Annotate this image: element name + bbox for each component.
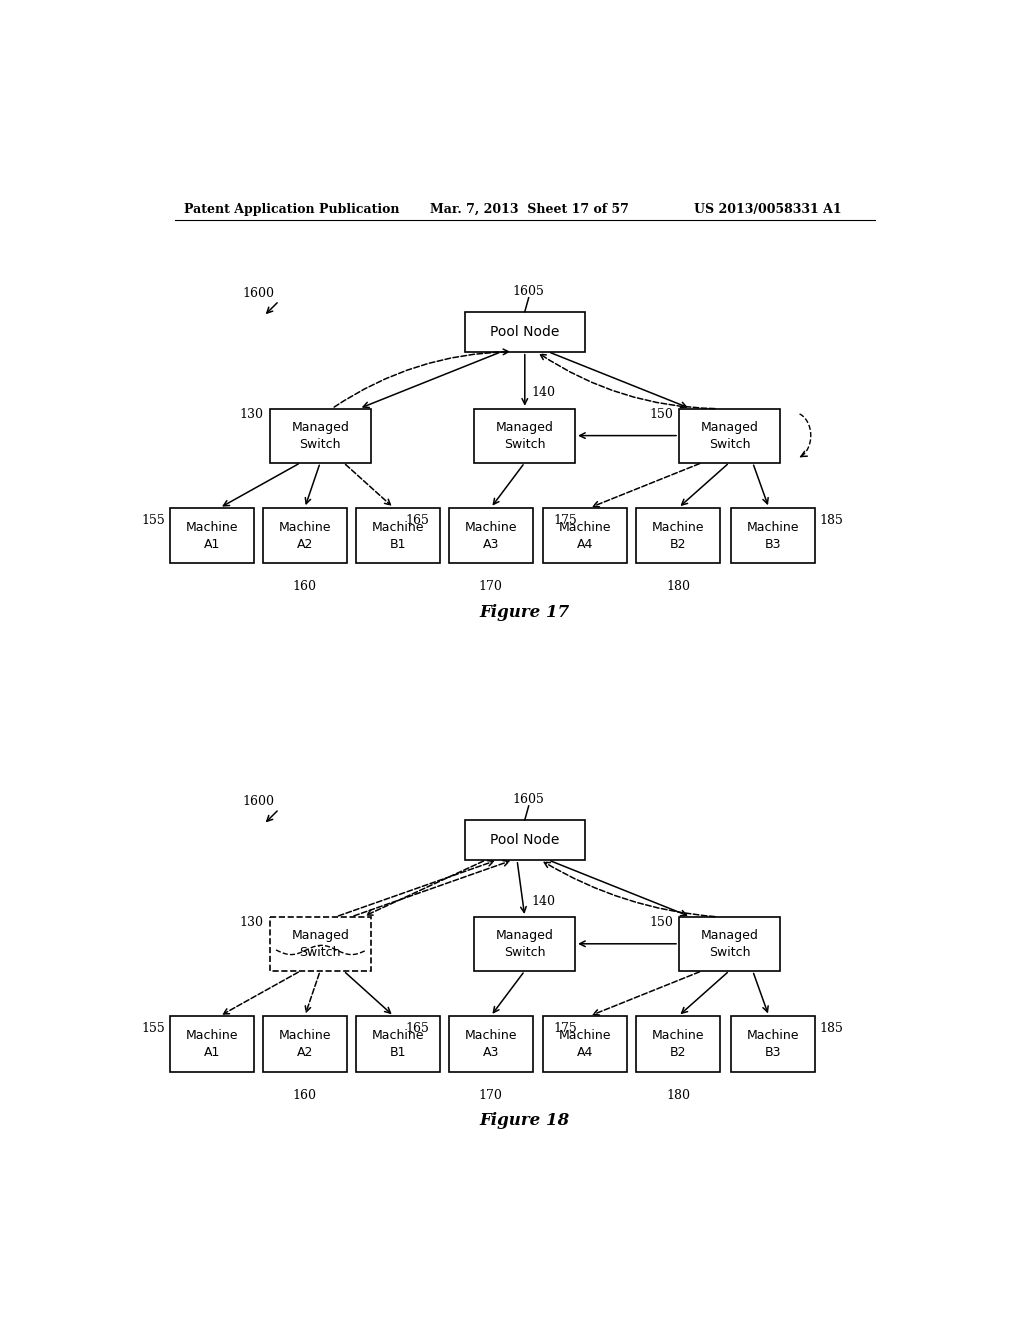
Text: Machine
B3: Machine B3 — [746, 520, 799, 550]
Text: Machine
A1: Machine A1 — [185, 520, 238, 550]
Text: 175: 175 — [554, 1022, 578, 1035]
Text: Managed
Switch: Managed Switch — [700, 929, 759, 958]
Bar — [731, 1016, 815, 1072]
Bar — [449, 508, 532, 564]
Text: Machine
A2: Machine A2 — [279, 520, 331, 550]
Text: Machine
B1: Machine B1 — [372, 520, 424, 550]
Text: Machine
B1: Machine B1 — [372, 1028, 424, 1059]
Bar — [170, 1016, 254, 1072]
Text: 150: 150 — [649, 916, 673, 929]
Text: 170: 170 — [479, 1089, 503, 1102]
Text: 1605: 1605 — [513, 793, 545, 807]
Bar — [636, 1016, 720, 1072]
Text: Machine
A4: Machine A4 — [559, 1028, 611, 1059]
Bar — [679, 409, 779, 462]
Text: Managed
Switch: Managed Switch — [496, 929, 554, 958]
Text: Mar. 7, 2013  Sheet 17 of 57: Mar. 7, 2013 Sheet 17 of 57 — [430, 203, 629, 216]
Bar — [263, 1016, 346, 1072]
Bar — [679, 917, 779, 970]
Text: US 2013/0058331 A1: US 2013/0058331 A1 — [693, 203, 842, 216]
Text: 130: 130 — [240, 408, 263, 421]
Text: Machine
B2: Machine B2 — [652, 520, 705, 550]
Text: Pool Node: Pool Node — [490, 833, 559, 847]
Text: 180: 180 — [667, 581, 690, 594]
Bar — [544, 508, 627, 564]
Text: 140: 140 — [531, 895, 555, 908]
Text: 160: 160 — [293, 581, 316, 594]
Text: 165: 165 — [406, 513, 429, 527]
Bar — [170, 508, 254, 564]
Text: 185: 185 — [819, 1022, 843, 1035]
Text: 170: 170 — [479, 581, 503, 594]
Text: 130: 130 — [240, 916, 263, 929]
Text: Managed
Switch: Managed Switch — [291, 421, 349, 450]
Text: 180: 180 — [667, 1089, 690, 1102]
Text: Managed
Switch: Managed Switch — [291, 929, 349, 958]
Text: 155: 155 — [141, 513, 165, 527]
Bar — [270, 409, 371, 462]
Text: Pool Node: Pool Node — [490, 325, 559, 339]
Text: Managed
Switch: Managed Switch — [700, 421, 759, 450]
Bar — [474, 409, 575, 462]
Text: Machine
A3: Machine A3 — [465, 520, 517, 550]
Text: Machine
A2: Machine A2 — [279, 1028, 331, 1059]
Bar — [270, 917, 371, 970]
Bar — [465, 312, 585, 351]
Text: Machine
A1: Machine A1 — [185, 1028, 238, 1059]
Text: Patent Application Publication: Patent Application Publication — [183, 203, 399, 216]
Text: 185: 185 — [819, 513, 843, 527]
Text: Figure 17: Figure 17 — [479, 605, 570, 622]
Text: 1605: 1605 — [513, 285, 545, 298]
Text: Figure 18: Figure 18 — [479, 1113, 570, 1130]
Text: 140: 140 — [531, 387, 555, 400]
Bar — [544, 1016, 627, 1072]
Bar — [263, 508, 346, 564]
Text: 165: 165 — [406, 1022, 429, 1035]
Bar — [474, 917, 575, 970]
Text: Machine
A4: Machine A4 — [559, 520, 611, 550]
Bar — [731, 508, 815, 564]
Text: Machine
A3: Machine A3 — [465, 1028, 517, 1059]
Bar — [465, 820, 585, 859]
Text: Machine
B3: Machine B3 — [746, 1028, 799, 1059]
Bar — [356, 508, 439, 564]
Text: Managed
Switch: Managed Switch — [496, 421, 554, 450]
Text: 1600: 1600 — [243, 795, 274, 808]
Bar — [449, 1016, 532, 1072]
Text: 175: 175 — [554, 513, 578, 527]
Text: 160: 160 — [293, 1089, 316, 1102]
Text: 155: 155 — [141, 1022, 165, 1035]
Text: 150: 150 — [649, 408, 673, 421]
Bar — [356, 1016, 439, 1072]
Bar — [636, 508, 720, 564]
Text: 1600: 1600 — [243, 286, 274, 300]
Text: Machine
B2: Machine B2 — [652, 1028, 705, 1059]
